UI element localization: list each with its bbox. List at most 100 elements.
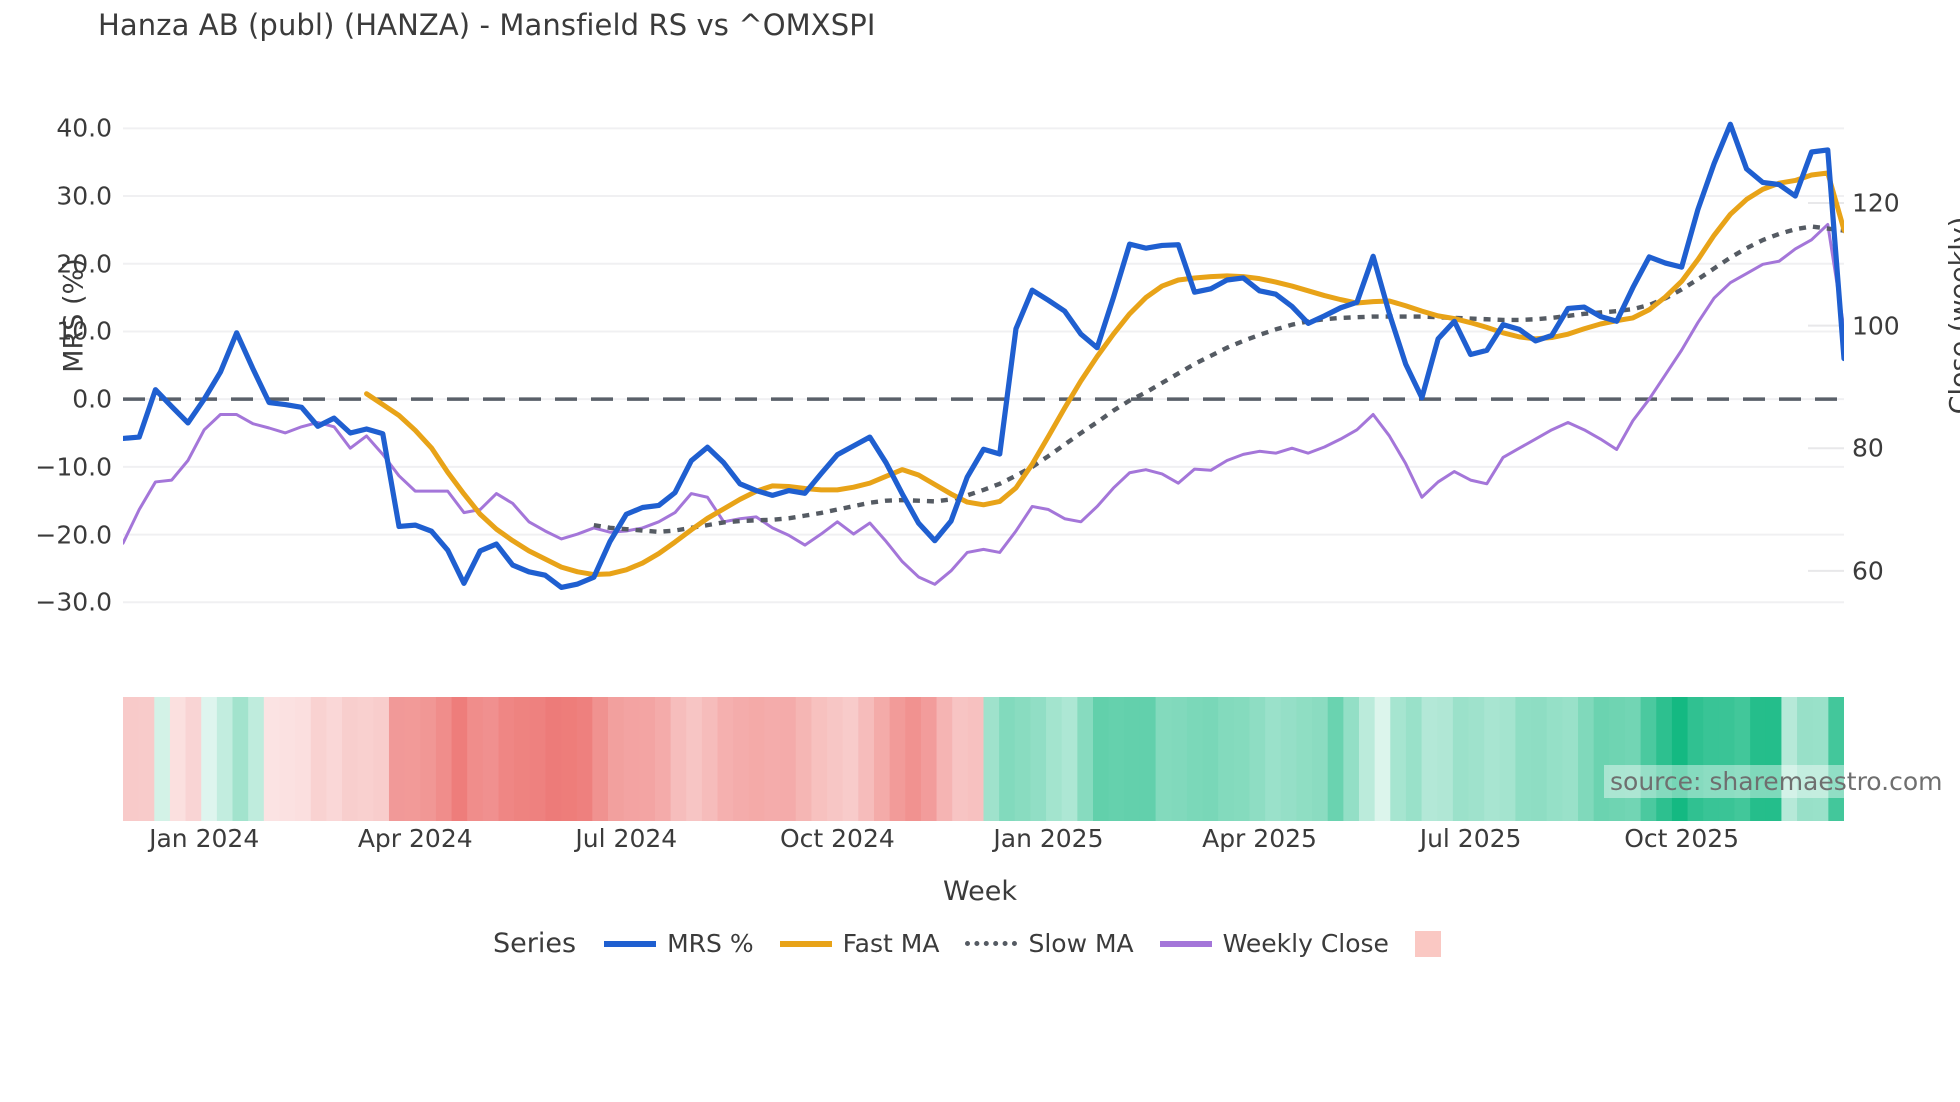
heat-band [1703,697,1720,821]
legend-item-label: Weekly Close [1222,929,1389,958]
heat-band [1484,697,1501,821]
heat-band [576,697,593,821]
heat-band [936,697,953,821]
heat-band [435,697,453,821]
heat-band [1218,697,1235,821]
axis-tick-label: Jan 2024 [149,824,260,853]
heat-band [1327,697,1344,821]
heat-band [1014,697,1032,821]
heat-band [967,697,985,821]
heat-band [529,697,547,821]
heat-band [1233,697,1251,821]
heat-band [1546,697,1563,821]
heat-band [1812,697,1829,821]
axis-tick-label: 40.0 [56,113,112,143]
heat-band [1468,697,1485,821]
legend-item-swatch[interactable] [1414,930,1441,957]
legend-item-label: Fast MA [842,929,940,958]
heat-band [858,697,875,821]
heat-band [842,697,859,821]
heat-band [1578,697,1595,821]
heat-band [1077,697,1094,821]
heat-band [592,697,609,821]
heat-band [952,697,969,821]
heat-band [1139,697,1157,821]
axis-tick-label: 30.0 [56,181,112,211]
heat-band [1609,697,1626,821]
legend-item-mrs[interactable]: MRS % [604,929,754,958]
heat-band [686,697,703,821]
heat-band [1531,697,1548,821]
heat-band [1202,697,1219,821]
legend-line-swatch [1159,940,1212,947]
heat-band [827,697,844,821]
heat-band [1265,697,1282,821]
heat-band [279,697,296,821]
heat-band [920,697,938,821]
legend-item-weekly-close[interactable]: Weekly Close [1159,929,1389,958]
heat-band [608,697,625,821]
heat-band [1186,697,1204,821]
heat-band [545,697,562,821]
heat-band [670,697,687,821]
y-axis-ticks-right: 120 100 80 60 [1852,108,1942,626]
heat-band [748,697,766,821]
legend-item-fast-ma[interactable]: Fast MA [779,929,940,958]
heat-band [1046,697,1063,821]
heat-band [1390,697,1407,821]
heat-band [1155,697,1172,821]
heat-band [983,697,1000,821]
heat-band [654,697,672,821]
heat-band [514,697,531,821]
legend-item-slow-ma[interactable]: Slow MA [965,929,1134,958]
heat-band [216,697,234,821]
axis-tick-label: −20.0 [35,520,112,550]
heat-band [1437,697,1454,821]
series-line-mrs [123,121,1844,590]
heat-band [1093,697,1110,821]
heat-band [733,697,750,821]
y-axis-ticks-left: 40.0 30.0 20.0 10.0 0.0 −10.0 −20.0 −30.0 [0,108,112,626]
heat-band [248,697,265,821]
series-line-slow-ma [593,224,1844,535]
axis-tick-label: 120 [1852,188,1900,218]
heat-band [1030,697,1047,821]
heat-band [467,697,484,821]
heat-band [1343,697,1360,821]
heat-band [373,697,390,821]
heat-band [561,697,578,821]
heat-band [263,697,281,821]
axis-tick-label: Jul 2025 [1419,824,1522,853]
heat-band [185,697,202,821]
axis-tick-label: 80 [1852,433,1884,463]
heat-band [1499,697,1517,821]
legend-item-label: MRS % [667,929,754,958]
legend-title: Series [493,928,577,959]
heat-band [482,697,500,821]
heat-band [1562,697,1579,821]
heat-band [873,697,891,821]
plot-area [123,108,1844,626]
axis-tick-label: Jan 2025 [993,824,1104,853]
legend-color-box [1414,930,1441,957]
legend-item-label: Slow MA [1028,929,1134,958]
y-axis-label-right: Close (weekly) [1944,216,1960,415]
axis-tick-label: Oct 2025 [1624,824,1740,853]
heat-band [1750,697,1767,821]
mrs-heat-strip [123,697,1844,821]
page-title: Hanza AB (publ) (HANZA) - Mansfield RS v… [98,8,876,42]
heat-band [404,697,421,821]
heat-band [701,697,719,821]
heat-band [905,697,922,821]
heat-band [780,697,797,821]
heat-band [795,697,812,821]
heat-band [1312,697,1329,821]
axis-tick-label: Apr 2025 [1202,824,1317,853]
heat-band [1249,697,1266,821]
heat-band [1640,697,1657,821]
heat-band [420,697,437,821]
heat-band [1358,697,1376,821]
heat-band [811,697,828,821]
heat-band [764,697,781,821]
